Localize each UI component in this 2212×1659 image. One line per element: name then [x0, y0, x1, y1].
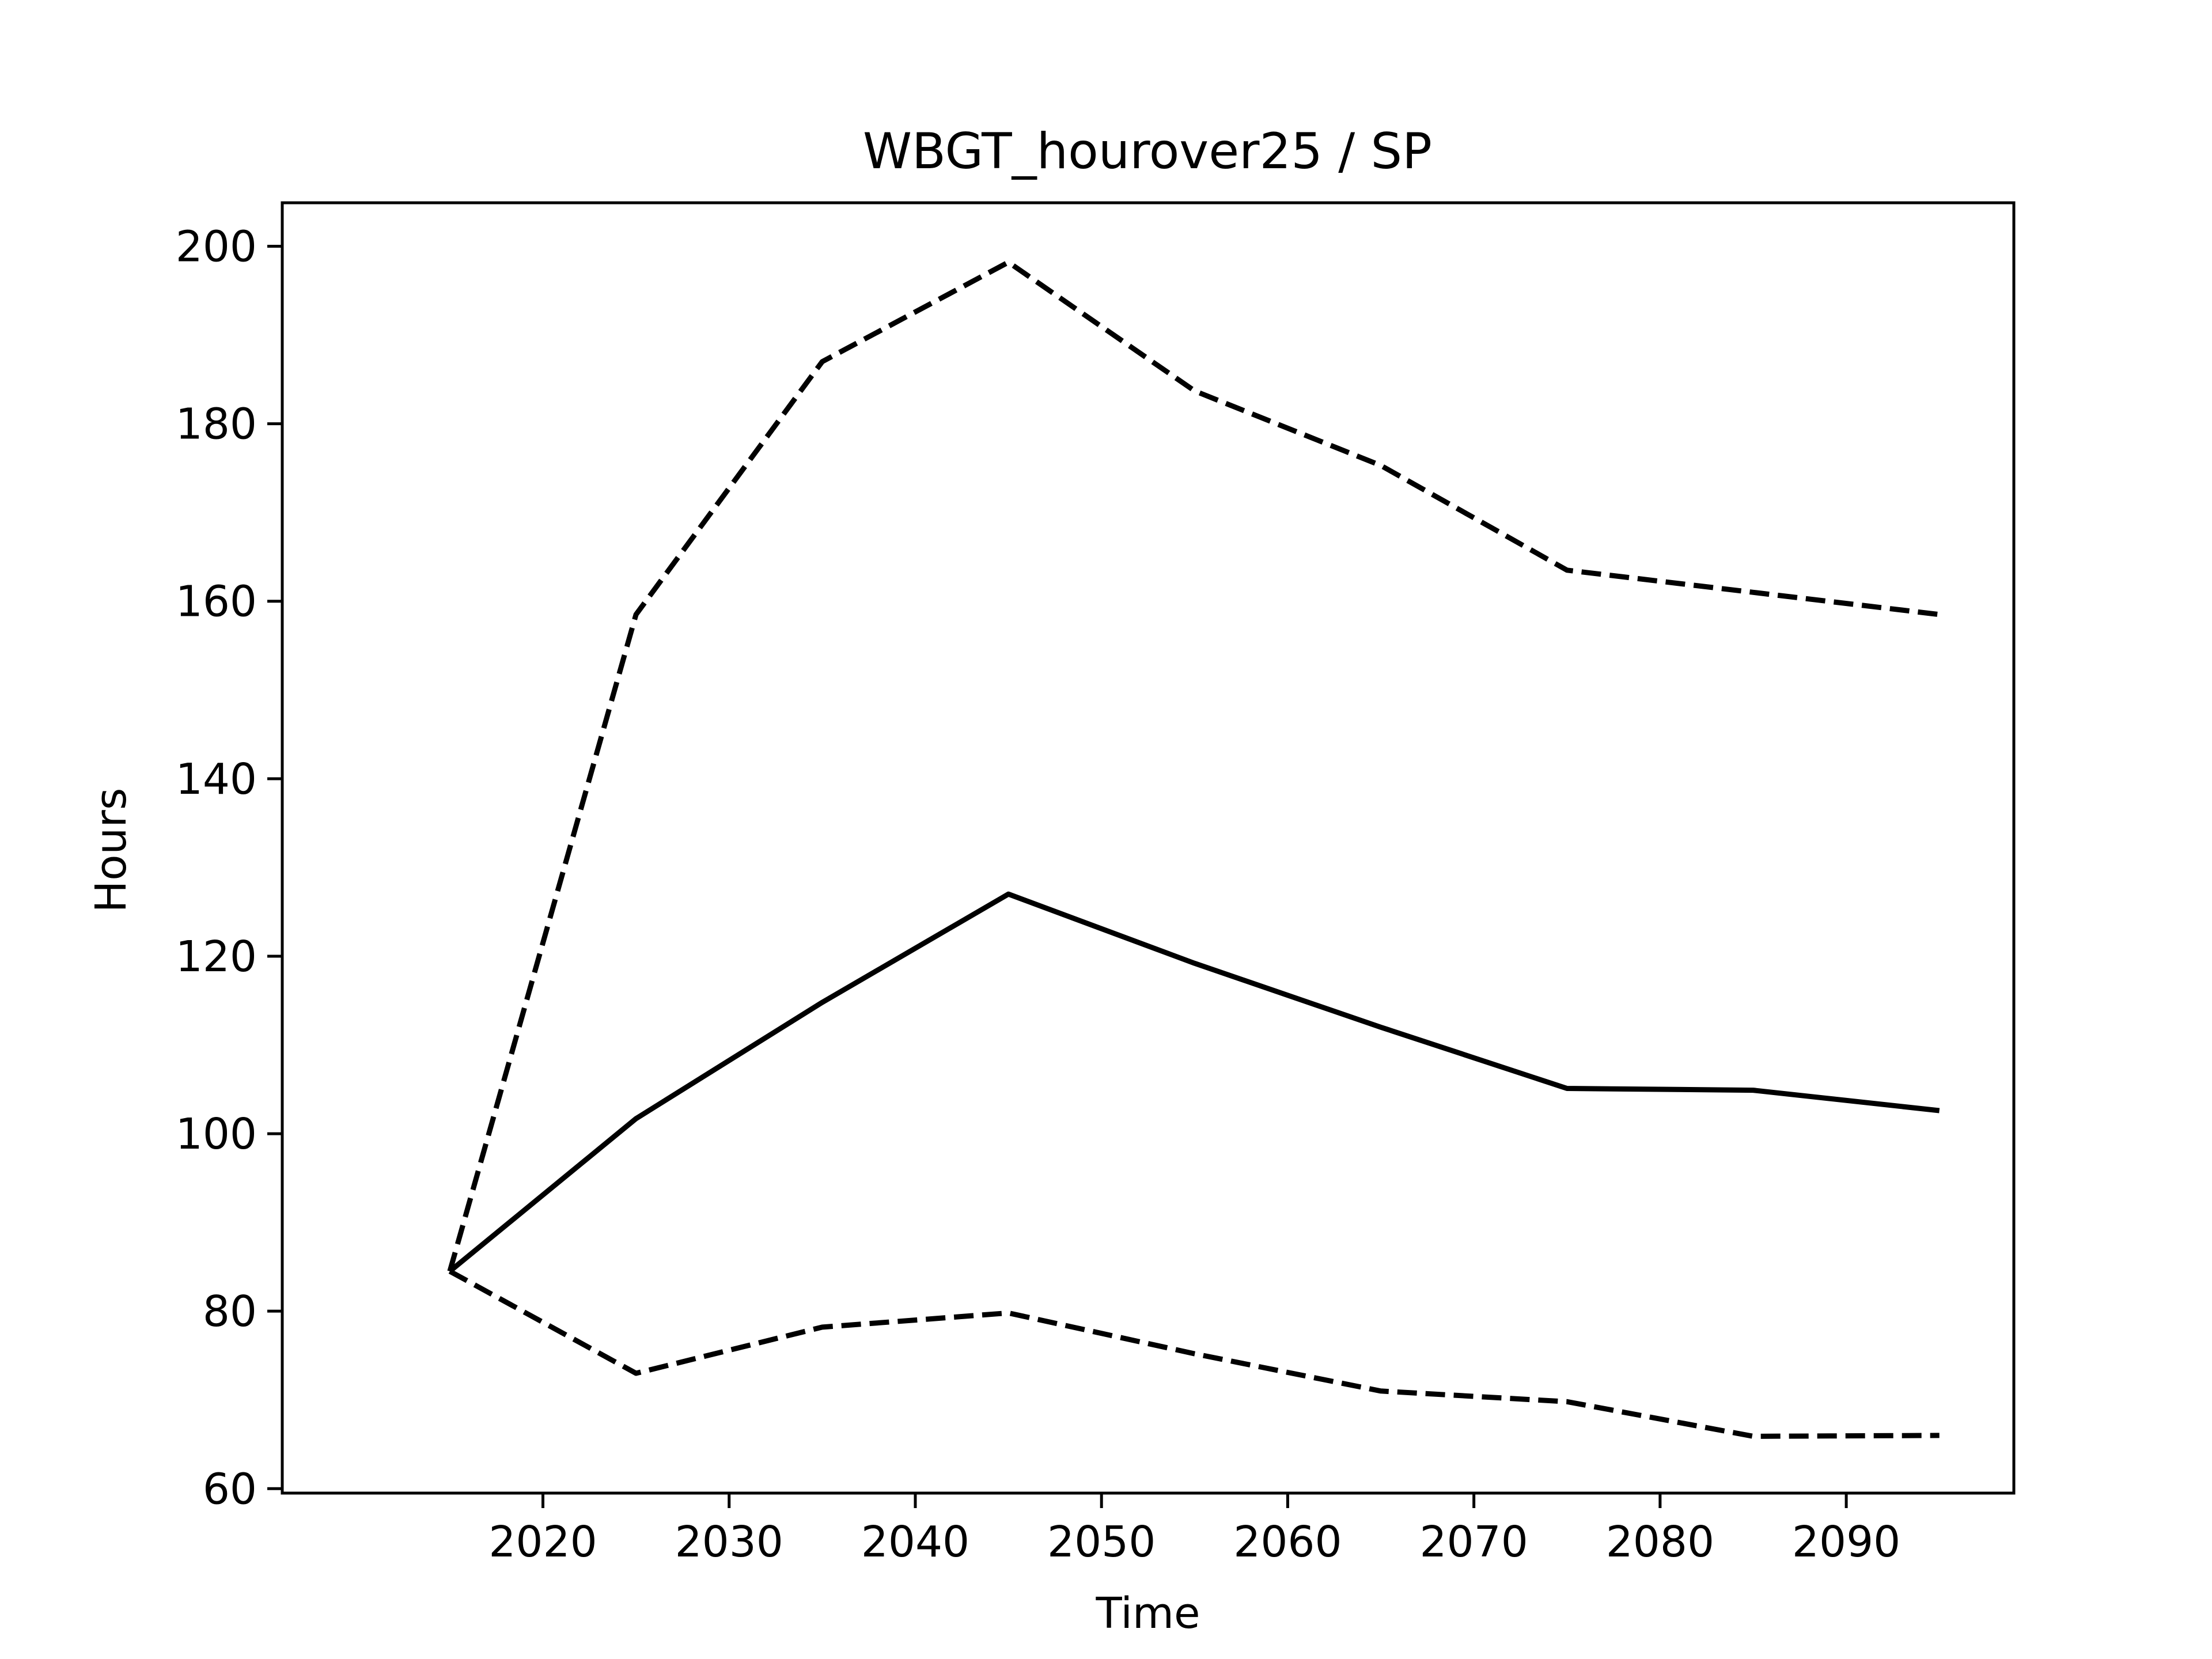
y-tick-label: 200	[176, 222, 257, 271]
x-tick-label: 2050	[1047, 1517, 1156, 1567]
series-layer	[447, 259, 1940, 1439]
y-tick-label: 120	[176, 932, 257, 982]
x-tick-label: 2080	[1606, 1517, 1714, 1567]
y-tick-label: 60	[203, 1464, 257, 1514]
y-tick-label: 80	[203, 1287, 257, 1336]
x-axis-ticks: 2020 2030 2040 2050 2060 2070 2080 2090	[488, 1493, 1900, 1567]
y-tick-label: 160	[176, 577, 257, 627]
x-tick-label: 2060	[1233, 1517, 1342, 1567]
chart-title: WBGT_hourover25 / SP	[863, 123, 1432, 180]
plot-area-frame	[281, 201, 2016, 1495]
x-tick-label: 2040	[861, 1517, 969, 1567]
y-tick-label: 100	[176, 1109, 257, 1159]
x-axis-label: Time	[1095, 1589, 1200, 1638]
series-line-2-solid	[448, 891, 1940, 1274]
x-tick-label: 2090	[1792, 1517, 1900, 1567]
x-tick-label: 2070	[1419, 1517, 1528, 1567]
series-line-3-dashed	[448, 1268, 1940, 1439]
x-tick-label: 2020	[488, 1517, 597, 1567]
y-axis-ticks: 60 80 100 120 140 160 180 200	[176, 222, 282, 1514]
y-tick-label: 180	[176, 400, 257, 449]
x-tick-label: 2030	[675, 1517, 783, 1567]
y-axis-label: Hours	[86, 788, 136, 913]
y-tick-label: 140	[176, 755, 257, 804]
